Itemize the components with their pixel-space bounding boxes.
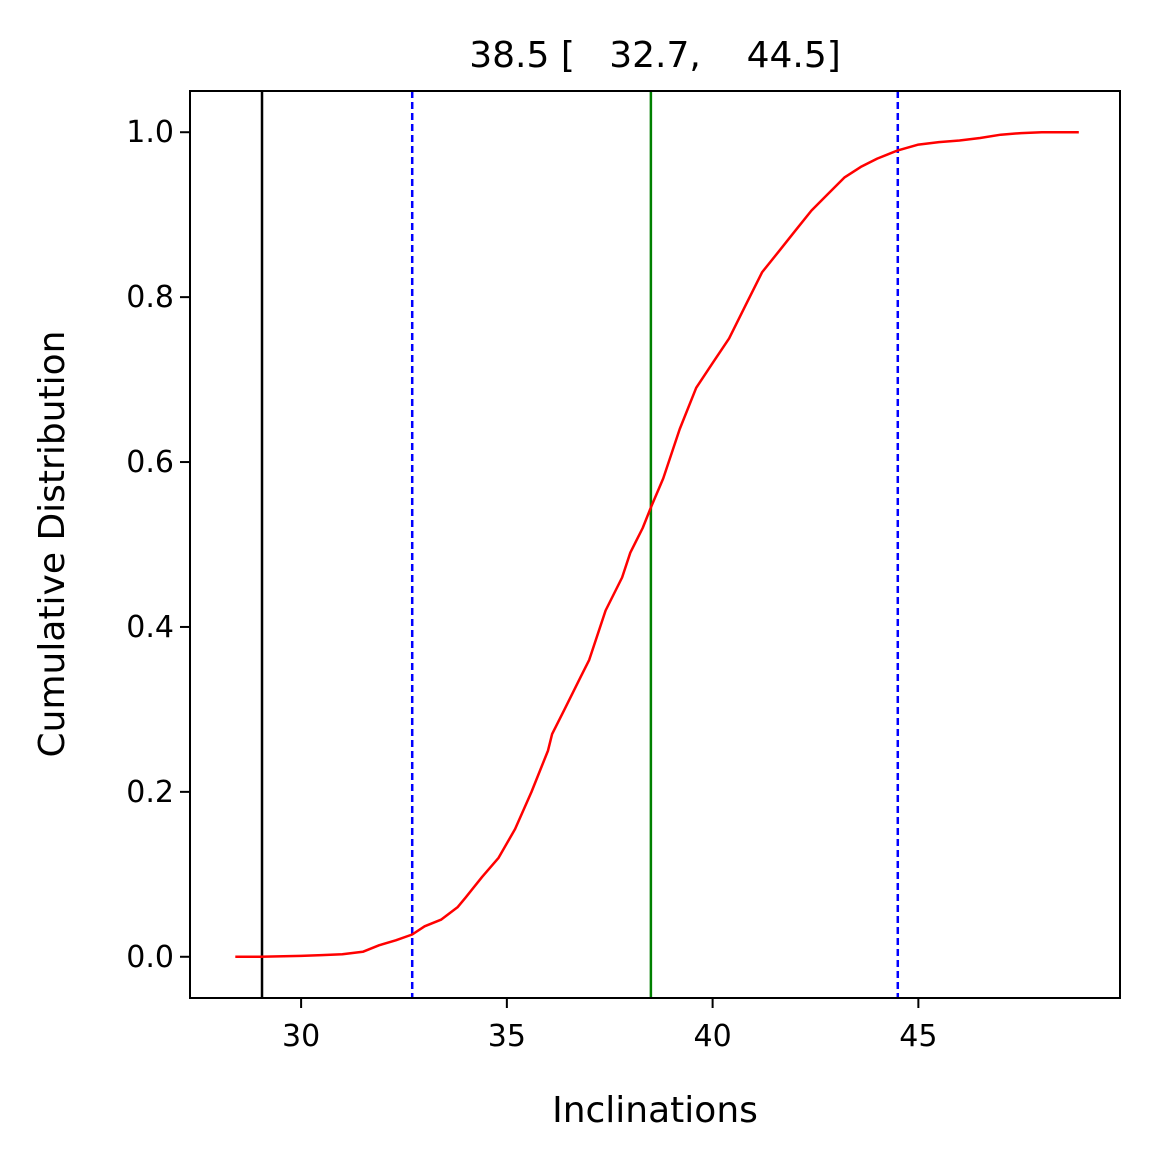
x-axis-title: Inclinations <box>552 1090 758 1131</box>
x-tick-label: 30 <box>282 1019 320 1054</box>
x-axis: 30 35 40 45 <box>282 998 937 1054</box>
y-axis: 0.0 0.2 0.4 0.6 0.8 1.0 <box>126 115 190 975</box>
x-tick-label: 45 <box>899 1019 937 1054</box>
y-tick-label: 0.6 <box>126 445 174 480</box>
x-tick-label: 40 <box>694 1019 732 1054</box>
axes-frame <box>189 90 1121 999</box>
y-tick-label: 1.0 <box>126 115 174 150</box>
y-tick-label: 0.2 <box>126 775 174 810</box>
y-axis-title: Cumulative Distribution <box>32 331 73 758</box>
x-tick-label: 35 <box>488 1019 526 1054</box>
cdf-line-1 <box>235 130 1079 959</box>
plot-area <box>235 91 1079 998</box>
y-tick-label: 0.8 <box>126 280 174 315</box>
y-tick-label: 0.4 <box>126 610 174 645</box>
y-tick-label: 0.0 <box>126 940 174 975</box>
chart-title: 38.5 [ 32.7, 44.5] <box>469 35 841 76</box>
